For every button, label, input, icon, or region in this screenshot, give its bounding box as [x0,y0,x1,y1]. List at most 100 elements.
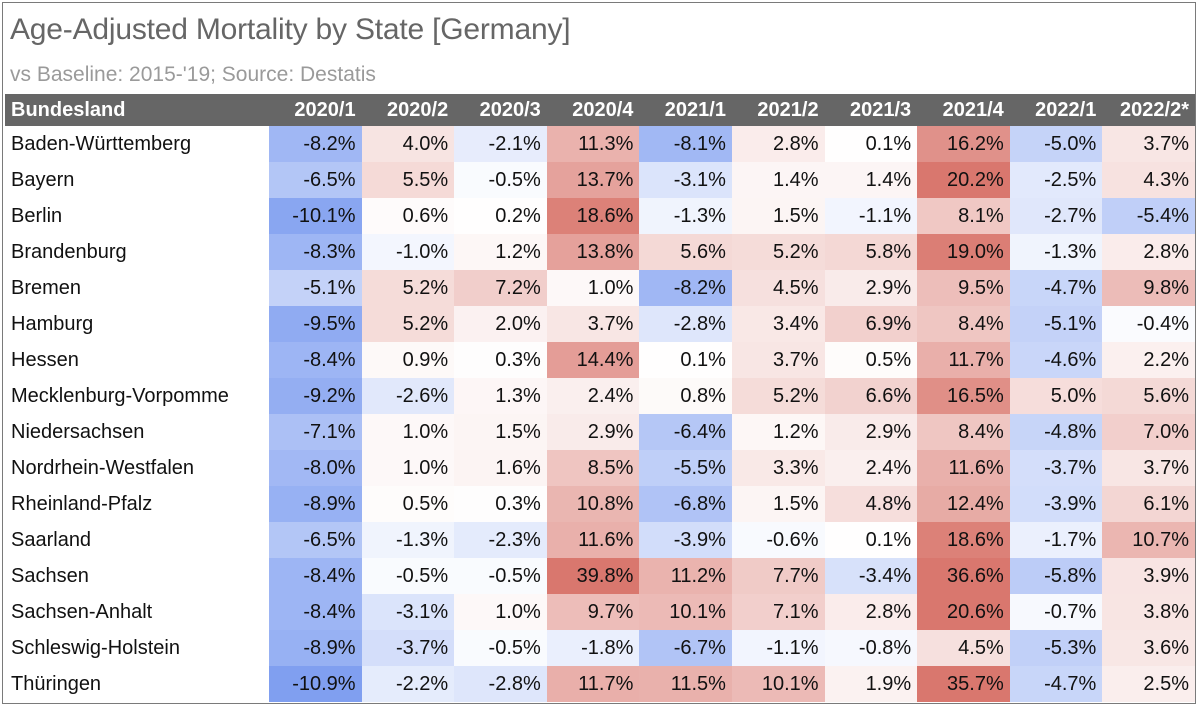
table-row: Rheinland-Pfalz -8.9% 0.5% 0.3% 10.8% -6.8% 1.… [5,486,1195,522]
heatmap-cell: 19.0% [917,234,1010,270]
heatmap-cell: -3.1% [361,594,455,630]
heatmap-cell: -8.4% [269,558,362,594]
heatmap-cell: 10.7% [1102,522,1195,558]
heatmap-cell: 1.4% [731,162,825,198]
heatmap-cell: 10.1% [731,666,825,702]
heatmap-cell: 4.5% [917,630,1010,666]
heatmap-cell: 11.3% [546,126,640,162]
table-body: Baden-Württemberg -8.2% 4.0% -2.1% 11.3% -8.1… [5,126,1195,702]
heatmap-cell: 1.0% [361,450,455,486]
heatmap-cell: -5.4% [1102,198,1195,234]
heatmap-cell: -1.3% [361,522,455,558]
heatmap-cell: -5.1% [269,270,362,306]
heatmap-cell: -0.5% [361,558,455,594]
heatmap-cell: -1.1% [731,630,825,666]
table-row: Niedersachsen -7.1% 1.0% 1.5% 2.9% -6.4% 1.2% 2… [5,414,1195,450]
heatmap-cell: 0.1% [639,342,732,378]
heatmap-cell: 16.2% [917,126,1010,162]
heatmap-cell: 11.7% [546,666,640,702]
heatmap-cell: -2.2% [361,666,455,702]
header-row: Bundesland 2020/1 2020/2 2020/3 2020/4 2021/… [5,94,1195,126]
column-header-2021-2: 2021/2 [731,94,825,126]
column-header-bundesland: Bundesland [5,94,269,126]
column-header-2020-2: 2020/2 [361,94,455,126]
heatmap-cell: 2.2% [1102,342,1195,378]
heatmap-cell: -0.6% [731,522,825,558]
heatmap-cell: -10.1% [269,198,362,234]
table-row: Bremen -5.1% 5.2% 7.2% 1.0% -8.2% 4.5% 2.9% 9.5%… [5,270,1195,306]
heatmap-cell: -8.1% [639,126,732,162]
table-row: Brandenburg -8.3% -1.0% 1.2% 13.8% 5.6% 5.2% 5.… [5,234,1195,270]
heatmap-cell: 9.8% [1102,270,1195,306]
heatmap-cell: 11.5% [639,666,732,702]
state-label: Mecklenburg-Vorpomme [5,378,269,414]
heatmap-cell: -5.3% [1009,630,1103,666]
mortality-table: Bundesland 2020/1 2020/2 2020/3 2020/4 2021/… [5,94,1195,702]
heatmap-cell: 0.2% [454,198,547,234]
state-label: Sachsen-Anhalt [5,594,269,630]
heatmap-cell: -8.9% [269,486,362,522]
heatmap-cell: -2.3% [454,522,547,558]
heatmap-cell: 2.8% [824,594,918,630]
heatmap-cell: 7.2% [454,270,547,306]
state-label: Rheinland-Pfalz [5,486,269,522]
table-row: Berlin -10.1% 0.6% 0.2% 18.6% -1.3% 1.5% -1.1% 8… [5,198,1195,234]
heatmap-cell: 8.5% [546,450,640,486]
heatmap-cell: 10.1% [639,594,732,630]
state-label: Hamburg [5,306,269,342]
heatmap-cell: 2.8% [731,126,825,162]
heatmap-cell: 0.3% [454,486,547,522]
heatmap-cell: 0.8% [639,378,732,414]
chart-subtitle: vs Baseline: 2015-'19; Source: Destatis [10,63,376,86]
table-row: Sachsen-Anhalt -8.4% -3.1% 1.0% 9.7% 10.1% 7.1… [5,594,1195,630]
heatmap-cell: 3.9% [1102,558,1195,594]
heatmap-cell: 0.3% [454,342,547,378]
state-label: Bayern [5,162,269,198]
heatmap-cell: 14.4% [546,342,640,378]
column-header-2021-4: 2021/4 [917,94,1010,126]
state-label: Thüringen [5,666,269,702]
heatmap-cell: 4.5% [731,270,825,306]
heatmap-cell: 1.2% [454,234,547,270]
heatmap-cell: 1.9% [824,666,918,702]
heatmap-cell: 5.6% [639,234,732,270]
heatmap-cell: 3.7% [546,306,640,342]
heatmap-cell: 0.9% [361,342,455,378]
state-label: Nordrhein-Westfalen [5,450,269,486]
heatmap-cell: 20.2% [917,162,1010,198]
state-label: Niedersachsen [5,414,269,450]
heatmap-cell: -1.0% [361,234,455,270]
heatmap-cell: 13.7% [546,162,640,198]
heatmap-cell: 5.2% [361,270,455,306]
heatmap-cell: -2.6% [361,378,455,414]
heatmap-cell: -3.9% [1009,486,1103,522]
heatmap-cell: 3.4% [731,306,825,342]
heatmap-cell: -5.8% [1009,558,1103,594]
heatmap-cell: 6.6% [824,378,918,414]
heatmap-cell: -4.8% [1009,414,1103,450]
table-row: Nordrhein-Westfalen -8.0% 1.0% 1.6% 8.5% -5.5… [5,450,1195,486]
heatmap-cell: 2.0% [454,306,547,342]
heatmap-cell: 9.7% [546,594,640,630]
heatmap-cell: 12.4% [917,486,1010,522]
heatmap-cell: -9.2% [269,378,362,414]
heatmap-cell: -1.1% [824,198,918,234]
heatmap-cell: -8.4% [269,594,362,630]
heatmap-cell: 4.8% [824,486,918,522]
state-label: Bremen [5,270,269,306]
heatmap-cell: -0.7% [1009,594,1103,630]
heatmap-cell: 5.0% [1009,378,1103,414]
heatmap-cell: -1.7% [1009,522,1103,558]
heatmap-cell: 18.6% [917,522,1010,558]
heatmap-cell: -3.7% [1009,450,1103,486]
heatmap-cell: -5.1% [1009,306,1103,342]
heatmap-cell: 8.1% [917,198,1010,234]
heatmap-cell: 3.7% [1102,126,1195,162]
heatmap-cell: -1.3% [1009,234,1103,270]
heatmap-cell: 5.2% [731,378,825,414]
column-header-2020-4: 2020/4 [546,94,640,126]
heatmap-cell: 2.5% [1102,666,1195,702]
heatmap-cell: -8.4% [269,342,362,378]
state-label: Schleswig-Holstein [5,630,269,666]
table-row: Schleswig-Holstein -8.9% -3.7% -0.5% -1.8% -6… [5,630,1195,666]
